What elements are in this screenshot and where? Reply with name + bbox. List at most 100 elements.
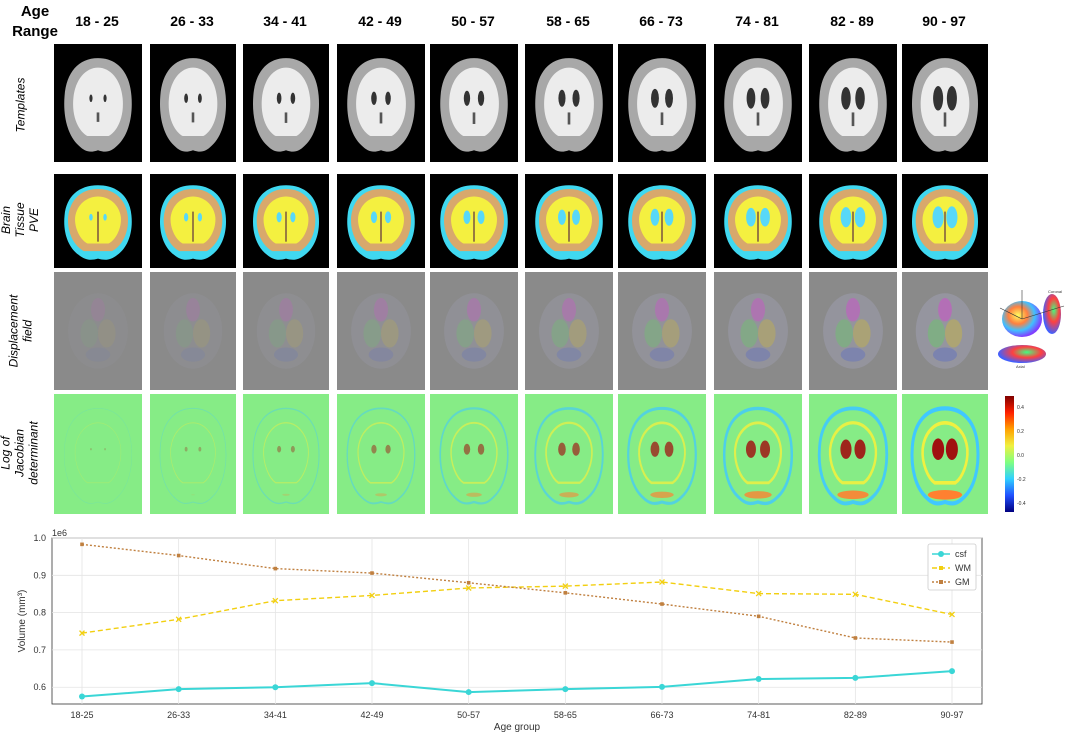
displacement-image <box>525 272 613 390</box>
data-point-gm <box>370 571 374 575</box>
jacobian-image <box>430 394 518 514</box>
x-tick-label: 82-89 <box>844 710 867 720</box>
pve-image <box>902 174 988 268</box>
data-point-gm <box>660 602 664 606</box>
data-point-wm <box>949 611 955 618</box>
displacement-image <box>243 272 329 390</box>
data-point-gm <box>176 553 181 558</box>
data-point-csf <box>562 686 569 693</box>
series-line-gm <box>81 543 953 643</box>
data-point-wm <box>79 630 85 637</box>
data-point-wm <box>369 592 375 599</box>
template-image <box>150 44 236 162</box>
data-point-csf <box>272 684 279 691</box>
data-point-gm <box>950 640 954 644</box>
row-label: Templates <box>0 46 40 164</box>
data-point-wm <box>562 583 569 590</box>
displacement-image <box>902 272 988 390</box>
displacement-image <box>714 272 802 390</box>
jacobian-image <box>618 394 706 514</box>
y-tick-label: 0.6 <box>33 682 46 692</box>
displacement-image <box>54 272 142 390</box>
colorbar-tick-label: 0.2 <box>1017 429 1024 435</box>
legend-marker <box>939 580 943 584</box>
jacobian-image <box>243 394 329 514</box>
data-point-csf <box>79 693 85 700</box>
y-tick-label: 1.0 <box>33 533 46 543</box>
displacement-image <box>337 272 425 390</box>
row-label-text: Log of Jacobian determinant <box>0 421 41 485</box>
row-label: Displacement field <box>0 272 40 390</box>
jacobian-image <box>54 394 142 514</box>
x-tick-label: 66-73 <box>650 710 673 720</box>
x-tick-label: 74-81 <box>747 710 770 720</box>
data-point-csf <box>369 680 375 687</box>
data-point-wm <box>852 591 859 598</box>
legend-label: csf <box>955 549 967 559</box>
template-image <box>618 44 706 162</box>
data-point-gm <box>563 591 568 595</box>
jacobian-colorbar <box>1005 396 1014 512</box>
data-point-csf <box>949 668 955 675</box>
jacobian-image <box>809 394 897 514</box>
data-point-gm <box>853 636 858 640</box>
pve-image <box>150 174 236 268</box>
pve-image <box>337 174 425 268</box>
colorbar-tick-label: -0.2 <box>1017 477 1026 483</box>
y-scale-label: 1e6 <box>52 528 67 538</box>
age-column-label: 82 - 89 <box>830 13 874 29</box>
legend-label: GM <box>955 577 970 587</box>
row-label-text: Brain Tissue PVE <box>0 202 41 238</box>
x-tick-label: 90-97 <box>940 710 963 720</box>
y-tick-label: 0.8 <box>33 608 46 618</box>
jacobian-image <box>714 394 802 514</box>
displacement-image <box>618 272 706 390</box>
template-image <box>525 44 613 162</box>
data-point-wm <box>272 597 279 604</box>
template-image <box>54 44 142 162</box>
template-image <box>337 44 425 162</box>
series-line-wm <box>81 581 953 634</box>
colorbar-tick-label: -0.4 <box>1017 501 1026 507</box>
legend-marker <box>938 551 944 557</box>
data-point-csf <box>755 676 762 683</box>
series-line-csf <box>81 670 953 698</box>
x-tick-label: 42-49 <box>360 710 383 720</box>
data-point-csf <box>659 683 665 690</box>
data-point-csf <box>175 686 182 693</box>
age-column-label: 26 - 33 <box>170 13 214 29</box>
row-label: Brain Tissue PVE <box>0 172 41 268</box>
displacement-image <box>809 272 897 390</box>
displacement-image <box>430 272 518 390</box>
data-point-gm <box>466 580 471 585</box>
data-point-csf <box>465 689 472 696</box>
data-point-gm <box>273 566 278 571</box>
x-tick-label: 50-57 <box>457 710 480 720</box>
pve-image <box>430 174 518 268</box>
data-point-gm <box>756 614 761 619</box>
data-point-csf <box>852 674 859 681</box>
pve-image <box>618 174 706 268</box>
age-range-header: Age Range <box>12 3 58 40</box>
data-point-gm <box>80 542 84 547</box>
template-image <box>714 44 802 162</box>
displacement-image <box>150 272 236 390</box>
jacobian-image <box>150 394 236 514</box>
colorbar-tick-label: 0.4 <box>1017 405 1024 411</box>
row-label-text: Displacement field <box>6 294 35 368</box>
age-column-label: 42 - 49 <box>358 13 402 29</box>
template-image <box>902 44 988 162</box>
age-column-label: 34 - 41 <box>263 13 307 29</box>
pve-image <box>714 174 802 268</box>
data-point-wm <box>755 590 762 597</box>
pve-image <box>809 174 897 268</box>
jacobian-image <box>525 394 613 514</box>
row-label: Log of Jacobian determinant <box>0 394 41 512</box>
orientation-sphere-icon: Coronal Axial <box>998 289 1065 369</box>
y-tick-label: 0.7 <box>33 645 46 655</box>
x-axis-label: Age group <box>494 722 541 732</box>
age-column-label: 50 - 57 <box>451 13 495 29</box>
template-image <box>430 44 518 162</box>
y-axis-label: Volume (mm³) <box>17 590 28 653</box>
x-tick-label: 58-65 <box>554 710 577 720</box>
